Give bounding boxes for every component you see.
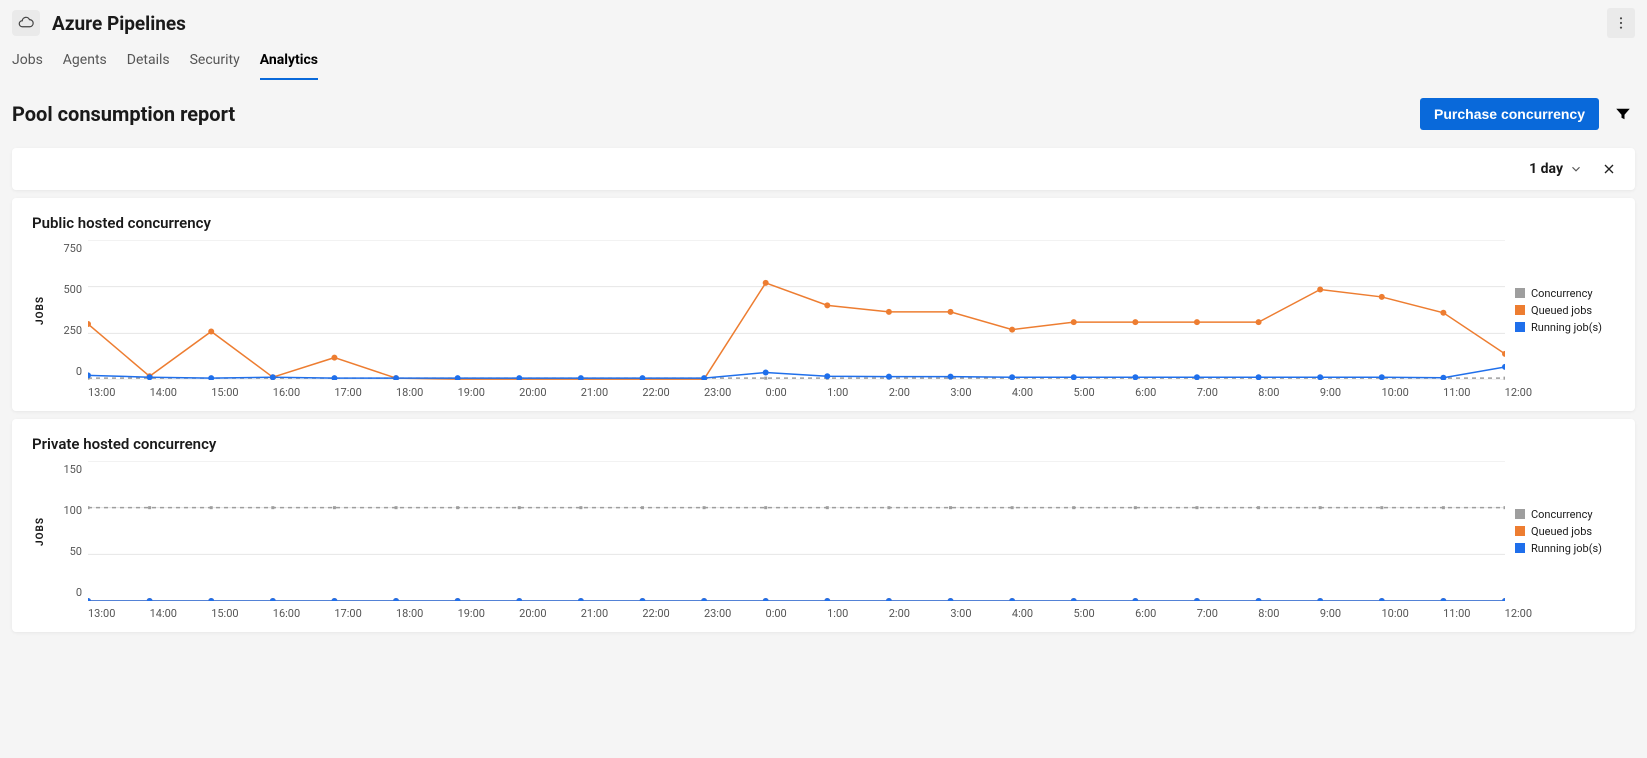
public-concurrency-chart: Public hosted concurrency JOBS 750500250… (12, 198, 1635, 411)
legend-label: Running job(s) (1531, 321, 1602, 334)
legend-label: Queued jobs (1531, 304, 1592, 317)
time-range-selector[interactable]: 1 day (1529, 161, 1583, 177)
tab-agents[interactable]: Agents (63, 48, 107, 80)
legend-label: Concurrency (1531, 287, 1593, 300)
cloud-icon (12, 10, 40, 36)
tab-jobs[interactable]: Jobs (12, 48, 43, 80)
legend-swatch (1515, 543, 1525, 553)
legend-swatch (1515, 288, 1525, 298)
legend-swatch (1515, 526, 1525, 536)
report-title: Pool consumption report (12, 102, 235, 126)
chart-plot-area (88, 461, 1505, 601)
y-tick-labels: 150100500 (50, 461, 88, 601)
tab-details[interactable]: Details (127, 48, 170, 80)
filter-bar: 1 day (12, 148, 1635, 190)
legend-label: Queued jobs (1531, 525, 1592, 538)
chart-legend: Concurrency Queued jobs Running job(s) (1505, 461, 1615, 601)
chart-title-private: Private hosted concurrency (32, 435, 1615, 453)
purchase-concurrency-button[interactable]: Purchase concurrency (1420, 98, 1599, 130)
legend-swatch (1515, 509, 1525, 519)
legend-item: Running job(s) (1515, 542, 1615, 555)
legend-swatch (1515, 305, 1525, 315)
tab-bar: Jobs Agents Details Security Analytics (0, 38, 1647, 80)
page-title: Azure Pipelines (52, 12, 186, 35)
legend-item: Concurrency (1515, 508, 1615, 521)
chart-legend: Concurrency Queued jobs Running job(s) (1505, 240, 1615, 380)
legend-item: Concurrency (1515, 287, 1615, 300)
x-tick-labels: 13:0014:0015:0016:0017:0018:0019:0020:00… (88, 601, 1505, 620)
legend-label: Concurrency (1531, 508, 1593, 521)
tab-analytics[interactable]: Analytics (260, 48, 318, 80)
y-tick-labels: 7505002500 (50, 240, 88, 380)
close-icon[interactable] (1599, 159, 1619, 179)
y-axis-label: JOBS (36, 516, 47, 545)
legend-item: Queued jobs (1515, 525, 1615, 538)
kebab-icon[interactable] (1607, 8, 1635, 38)
chevron-down-icon (1569, 162, 1583, 176)
y-axis-label: JOBS (36, 295, 47, 324)
filter-icon[interactable] (1611, 102, 1635, 126)
chart-title-public: Public hosted concurrency (32, 214, 1615, 232)
x-tick-labels: 13:0014:0015:0016:0017:0018:0019:0020:00… (88, 380, 1505, 399)
legend-item: Running job(s) (1515, 321, 1615, 334)
tab-security[interactable]: Security (190, 48, 240, 80)
chart-plot-area (88, 240, 1505, 380)
legend-swatch (1515, 322, 1525, 332)
legend-label: Running job(s) (1531, 542, 1602, 555)
page-header: Azure Pipelines (0, 0, 1647, 38)
private-concurrency-chart: Private hosted concurrency JOBS 15010050… (12, 419, 1635, 632)
sub-header: Pool consumption report Purchase concurr… (0, 80, 1647, 140)
legend-item: Queued jobs (1515, 304, 1615, 317)
time-range-label: 1 day (1529, 161, 1563, 177)
